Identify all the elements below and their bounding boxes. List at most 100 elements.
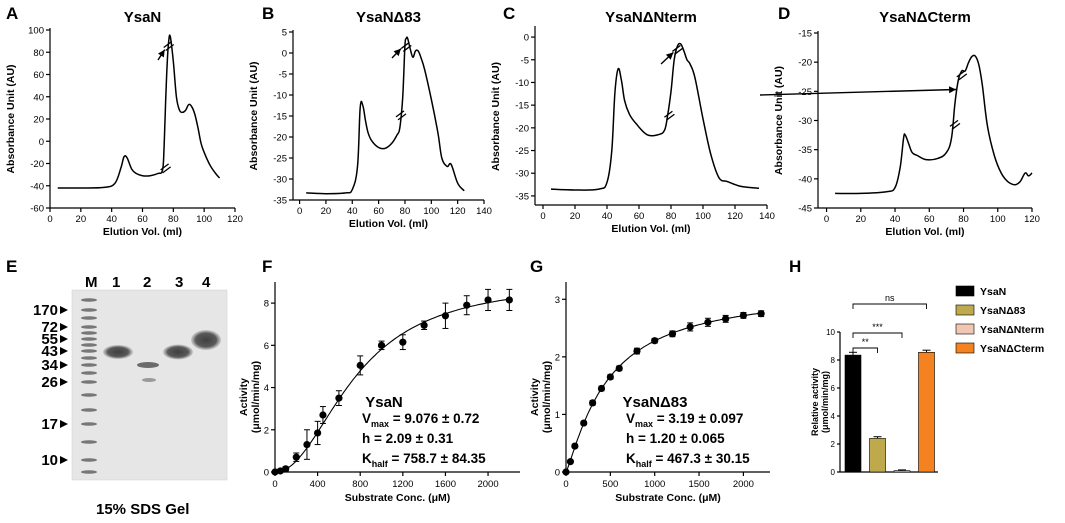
axis-break-mark bbox=[162, 166, 172, 174]
significance-bracket bbox=[852, 347, 878, 353]
data-point bbox=[399, 338, 407, 346]
gel-marker-label-170: 170 bbox=[33, 302, 58, 319]
y-axis-label: Activity bbox=[238, 378, 250, 416]
legend-swatch bbox=[955, 323, 975, 335]
x-tick-label: 140 bbox=[759, 211, 775, 222]
axis-break-mark bbox=[160, 163, 170, 171]
y-tick-label: -25 bbox=[273, 154, 287, 165]
data-point bbox=[282, 465, 290, 473]
gel-ladder-band bbox=[81, 363, 97, 367]
axis-break-mark bbox=[956, 70, 966, 78]
axis-break-mark bbox=[958, 73, 968, 81]
y-tick-label: 10 bbox=[826, 328, 835, 337]
data-point bbox=[651, 337, 659, 345]
vmax-value: = 9.076 ± 0.72 bbox=[389, 411, 479, 426]
vmax-symbol: V bbox=[362, 411, 371, 426]
bar-ysanδ83 bbox=[869, 438, 886, 473]
bar-ysanδcterm bbox=[918, 351, 935, 473]
gel-lane-label-2: 2 bbox=[143, 274, 151, 291]
gel-band-lane-3 bbox=[163, 344, 193, 360]
gel-ladder-band bbox=[81, 422, 97, 426]
x-tick-label: 140 bbox=[476, 206, 492, 217]
x-tick-label: 20 bbox=[570, 211, 581, 222]
data-point bbox=[463, 301, 471, 309]
axis-break-mark bbox=[664, 110, 673, 118]
y-tick-label: -25 bbox=[515, 146, 529, 157]
chromatogram-title: YsaNΔ83 bbox=[356, 9, 421, 26]
y-tick-label: 4 bbox=[264, 383, 269, 394]
x-tick-label: 1500 bbox=[688, 479, 709, 490]
panel-letter-a: A bbox=[6, 4, 18, 23]
x-tick-label: 40 bbox=[890, 214, 901, 225]
significance-label: *** bbox=[872, 322, 883, 332]
significance-bracket bbox=[852, 332, 903, 338]
panel-letter-g: G bbox=[530, 257, 543, 276]
axis-break-mark bbox=[165, 43, 175, 51]
gel-ladder-band bbox=[81, 458, 97, 462]
legend-label: YsaN bbox=[980, 286, 1006, 298]
y-tick-label: 0 bbox=[282, 49, 287, 60]
x-tick-label: 1600 bbox=[435, 479, 456, 490]
x-axis-label: Elution Vol. (ml) bbox=[611, 223, 690, 235]
y-tick-label: 40 bbox=[33, 92, 44, 103]
gel-ladder-band bbox=[81, 470, 97, 474]
x-tick-label: 0 bbox=[47, 214, 52, 225]
data-point bbox=[589, 399, 597, 407]
y-tick-label: -5 bbox=[279, 70, 287, 81]
axis-break-mark bbox=[666, 113, 675, 121]
gel-band-lane-2b bbox=[142, 378, 156, 382]
y-tick-label: -45 bbox=[798, 204, 812, 215]
peak-arrowhead bbox=[949, 86, 957, 94]
y-tick-label: -10 bbox=[273, 91, 287, 102]
gel-ladder-band bbox=[81, 349, 97, 353]
x-tick-label: 100 bbox=[423, 206, 439, 217]
x-tick-label: 60 bbox=[924, 214, 935, 225]
y-tick-label: 8 bbox=[264, 299, 269, 310]
gel-marker-label-17: 17 bbox=[41, 416, 58, 433]
x-axis-label: Elution Vol. (ml) bbox=[885, 226, 964, 238]
x-tick-label: 80 bbox=[958, 214, 969, 225]
data-point bbox=[566, 458, 575, 466]
gel-ladder-band bbox=[81, 316, 97, 320]
legend-label: YsaNΔCterm bbox=[980, 343, 1044, 355]
legend-swatch bbox=[955, 342, 975, 354]
gel-marker-label-55: 55 bbox=[41, 331, 58, 348]
data-point bbox=[597, 384, 606, 393]
chromatogram-trace bbox=[306, 36, 465, 195]
x-tick-label: 80 bbox=[400, 206, 411, 217]
gel-ladder-band bbox=[81, 331, 97, 335]
legend-label: YsaNΔ83 bbox=[980, 305, 1026, 317]
panel-letter-f: F bbox=[262, 257, 272, 276]
gel-caption: 15% SDS Gel bbox=[96, 501, 189, 518]
panel-letter-e: E bbox=[6, 257, 17, 276]
chromatogram-title: YsaNΔCterm bbox=[879, 9, 971, 26]
gel-lane-label-4: 4 bbox=[202, 274, 211, 291]
gel-ladder-lane bbox=[81, 298, 97, 474]
x-tick-label: 40 bbox=[602, 211, 613, 222]
gel-border bbox=[71, 289, 228, 481]
chromatogram-trace bbox=[835, 54, 1033, 195]
y-axis-label: Activity bbox=[529, 378, 541, 416]
axis-break-mark bbox=[674, 47, 683, 55]
gel-marker-label-10: 10 bbox=[41, 452, 58, 469]
x-tick-label: 1200 bbox=[392, 479, 413, 490]
data-point bbox=[633, 347, 641, 355]
gel-marker-triangle bbox=[60, 420, 68, 428]
axis-break-mark bbox=[395, 110, 405, 118]
data-point bbox=[441, 312, 450, 320]
gel-marker-triangle bbox=[60, 378, 68, 386]
gel-band-lane-2a bbox=[137, 362, 159, 368]
x-tick-label: 120 bbox=[450, 206, 466, 217]
gel-marker-label-34: 34 bbox=[41, 357, 58, 374]
legend-label: YsaNΔNterm bbox=[980, 324, 1044, 336]
data-point bbox=[505, 296, 513, 304]
data-point bbox=[484, 296, 492, 304]
gel-ladder-band bbox=[81, 325, 97, 329]
y-tick-label: 2 bbox=[264, 425, 269, 436]
gel-ladder-band bbox=[81, 308, 97, 312]
peak-arrow bbox=[759, 88, 957, 96]
data-point bbox=[420, 321, 428, 329]
gel-lane-label-1: 1 bbox=[112, 274, 120, 291]
khalf-value: = 758.7 ± 84.35 bbox=[388, 451, 486, 466]
kinetics-protein-name: YsaNΔ83 bbox=[623, 394, 688, 411]
